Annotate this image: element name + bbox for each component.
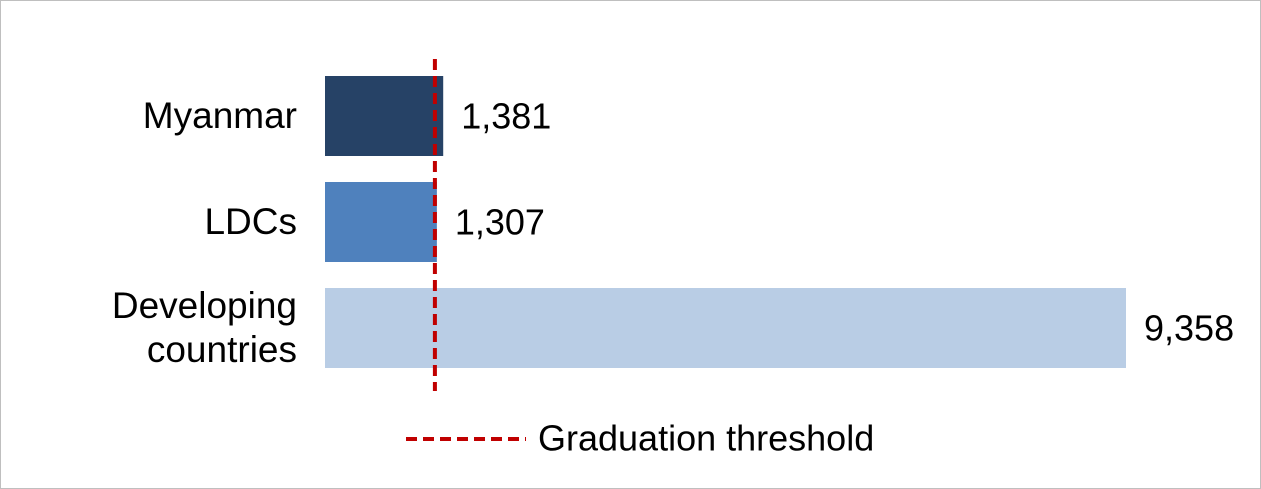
category-label: LDCs xyxy=(204,200,297,242)
category-label: Developing countries xyxy=(111,284,297,370)
bar xyxy=(325,288,1126,368)
legend-label: Graduation threshold xyxy=(538,418,874,459)
value-label: 1,307 xyxy=(455,202,545,243)
value-label: 1,381 xyxy=(461,96,551,137)
bar xyxy=(325,76,444,156)
category-label: Myanmar xyxy=(142,94,297,136)
value-label: 9,358 xyxy=(1144,308,1234,349)
bar xyxy=(325,182,437,262)
